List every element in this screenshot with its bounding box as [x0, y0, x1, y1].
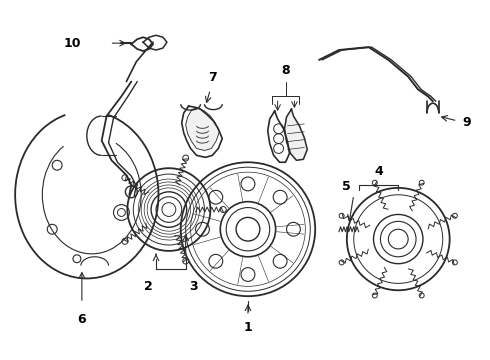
Text: 3: 3	[189, 280, 198, 293]
Text: 7: 7	[208, 72, 217, 85]
Text: 4: 4	[374, 165, 383, 178]
Text: 2: 2	[144, 280, 152, 293]
Text: 6: 6	[77, 313, 86, 326]
Polygon shape	[186, 108, 220, 150]
Text: 1: 1	[244, 321, 252, 334]
Text: 10: 10	[63, 37, 81, 50]
Text: 5: 5	[342, 180, 351, 193]
Text: 8: 8	[281, 64, 290, 77]
Text: 9: 9	[463, 116, 471, 129]
Polygon shape	[285, 109, 307, 160]
